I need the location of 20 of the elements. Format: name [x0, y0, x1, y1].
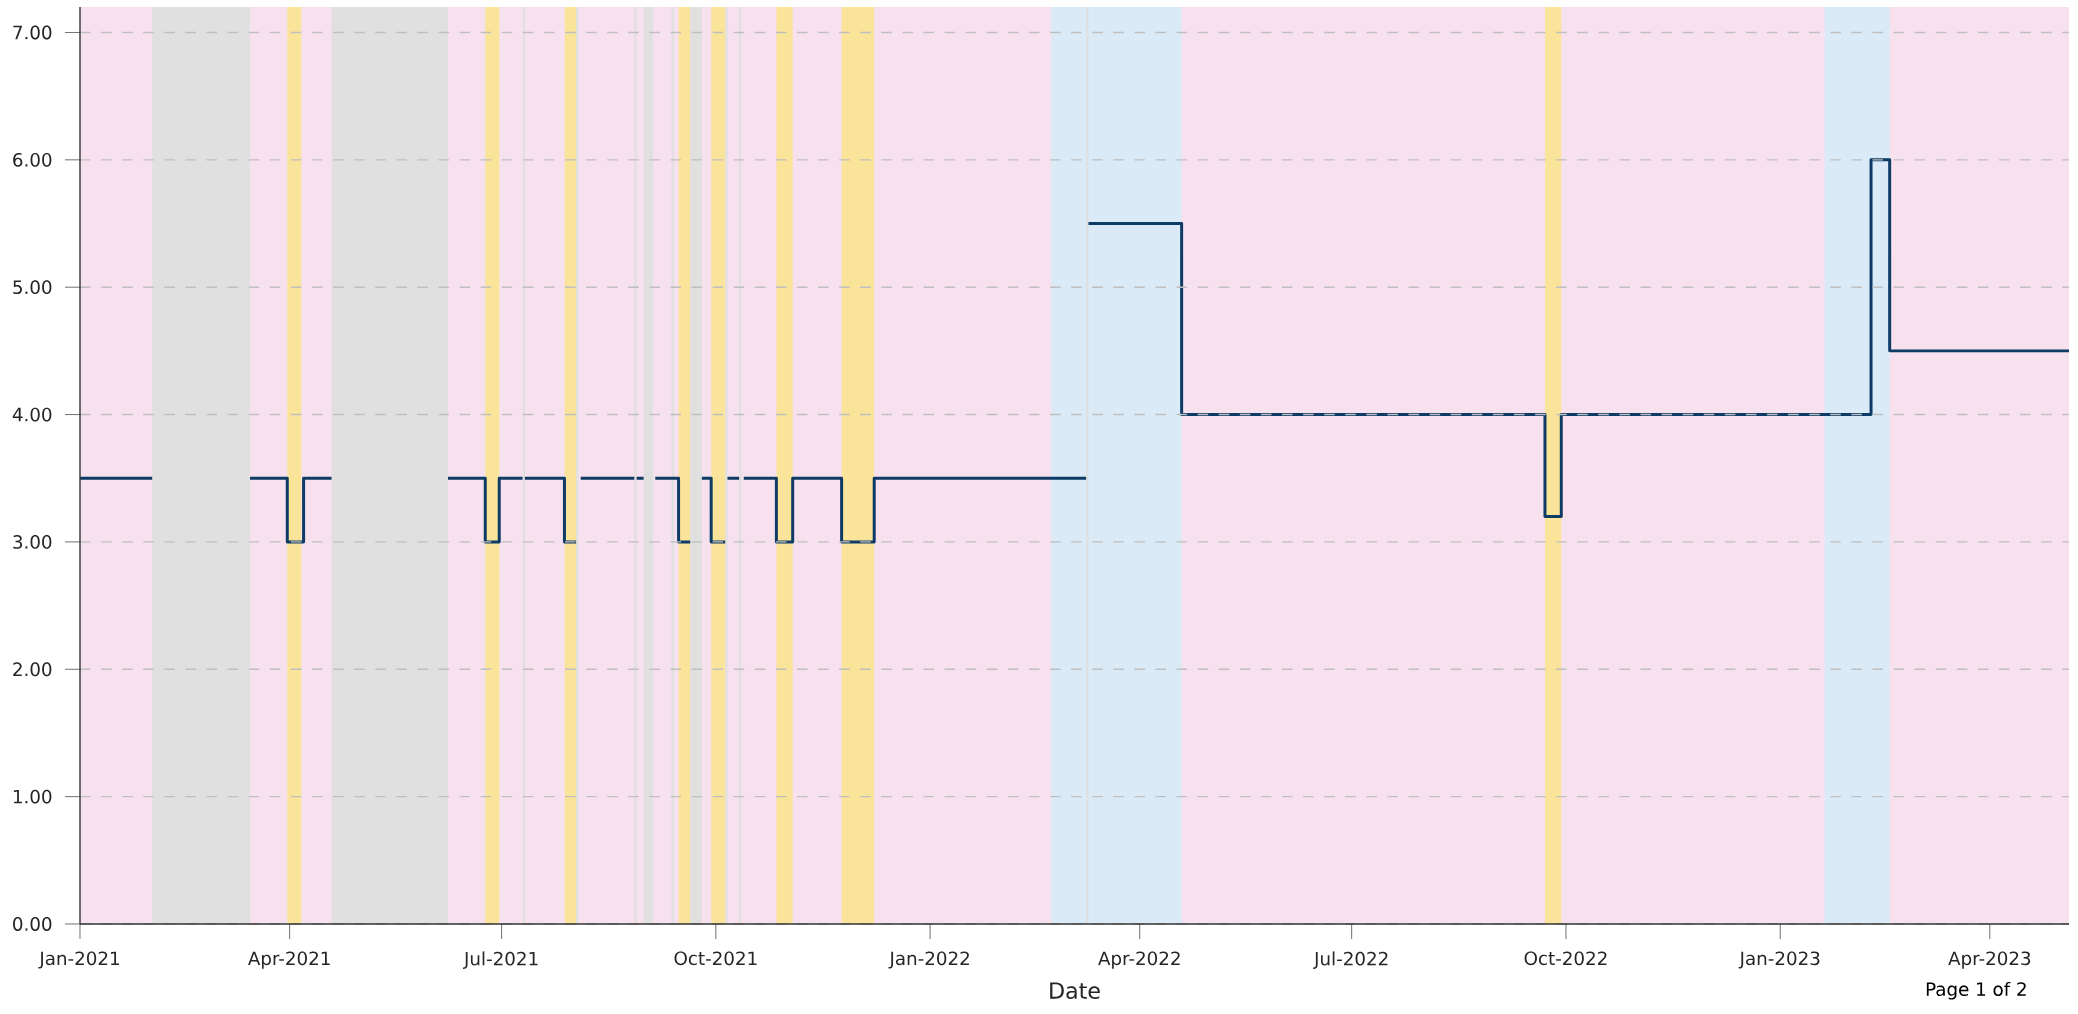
text: Page 1 of 2: [1926, 981, 2026, 1000]
x-tick-label: Jan-2021: [38, 951, 119, 969]
y-tick-label: 0.00: [13, 917, 52, 931]
y-tick-label: 2.00: [13, 662, 52, 677]
x-tick-label: Apr-2023: [1948, 951, 2031, 969]
y-tick-label: 3.00: [13, 535, 52, 549]
x-axis-title: Date: [1050, 982, 1100, 999]
x-tick-label: Jan-2022: [888, 951, 969, 969]
y-tick-label: 6.00: [13, 152, 52, 167]
x-tick-label: Jan-2023: [1738, 951, 1820, 969]
x-tick-label: Apr-2021: [248, 951, 330, 969]
x-tick-label: Oct-2022: [1524, 951, 1607, 966]
x-tick-label: Apr-2022: [1098, 951, 1180, 969]
x-tick-label: Oct-2021: [674, 951, 757, 966]
x-tick-label: Jul-2021: [463, 951, 538, 969]
y-tick-label: 1.00: [13, 789, 52, 804]
y-tick-label: 5.00: [13, 280, 52, 295]
y-tick-label: 7.00: [13, 25, 52, 40]
x-tick-label: Jul-2022: [1313, 951, 1388, 969]
y-tick-label: 4.00: [12, 407, 52, 422]
